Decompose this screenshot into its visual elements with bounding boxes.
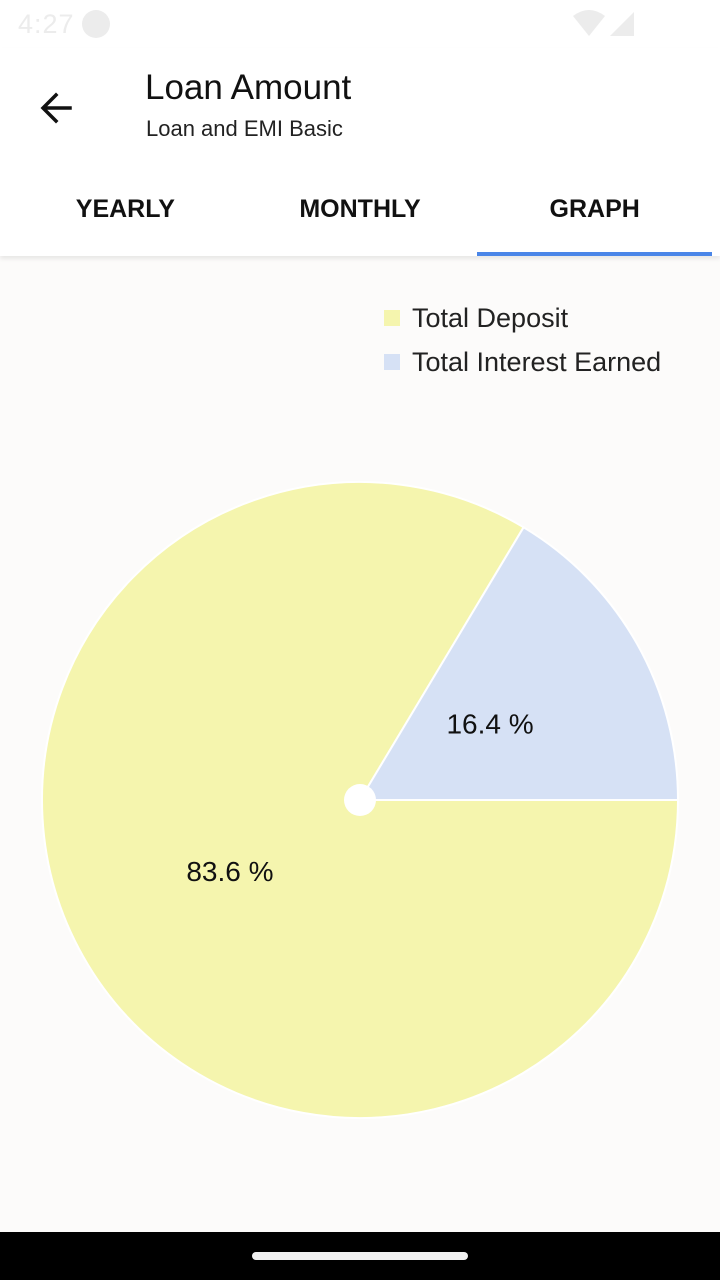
page-subtitle: Loan and EMI Basic: [146, 116, 343, 141]
arrow-back-icon: [40, 92, 72, 124]
notification-icon: [82, 10, 110, 38]
tab-bar: YEARLY MONTHLY GRAPH: [8, 162, 712, 256]
chart-legend: Total Deposit Total Interest Earned: [384, 296, 661, 384]
back-button[interactable]: [26, 78, 86, 138]
signal-icon: [610, 12, 634, 36]
pie-chart[interactable]: 83.6 % 16.4 %: [0, 256, 720, 1232]
legend-item-deposit: Total Deposit: [384, 296, 661, 340]
status-time: 4:27: [18, 9, 75, 39]
home-gesture-handle[interactable]: [252, 1252, 468, 1260]
system-nav-bar: [0, 1232, 720, 1280]
legend-label-deposit: Total Deposit: [412, 302, 569, 333]
graph-panel: 83.6 % 16.4 % Total Deposit Total Interes…: [0, 256, 720, 1232]
legend-item-interest: Total Interest Earned: [384, 340, 661, 384]
pie-slice-interest[interactable]: [358, 525, 680, 801]
pie-center-dot: [344, 784, 376, 816]
page-title: Loan Amount: [145, 68, 352, 107]
status-bar: 4:27: [0, 0, 720, 48]
slice-label-interest: 16.4 %: [446, 709, 533, 740]
legend-swatch-interest: [384, 354, 400, 370]
wifi-icon: [573, 10, 605, 36]
tab-yearly[interactable]: YEARLY: [75, 194, 175, 223]
legend-swatch-deposit: [384, 310, 400, 326]
slice-label-deposit: 83.6 %: [186, 856, 273, 887]
tab-monthly[interactable]: MONTHLY: [299, 194, 421, 223]
legend-label-interest: Total Interest Earned: [412, 346, 662, 377]
app-bar: Loan Amount Loan and EMI Basic YEARLY MO…: [0, 48, 720, 256]
tab-graph[interactable]: GRAPH: [477, 162, 712, 256]
